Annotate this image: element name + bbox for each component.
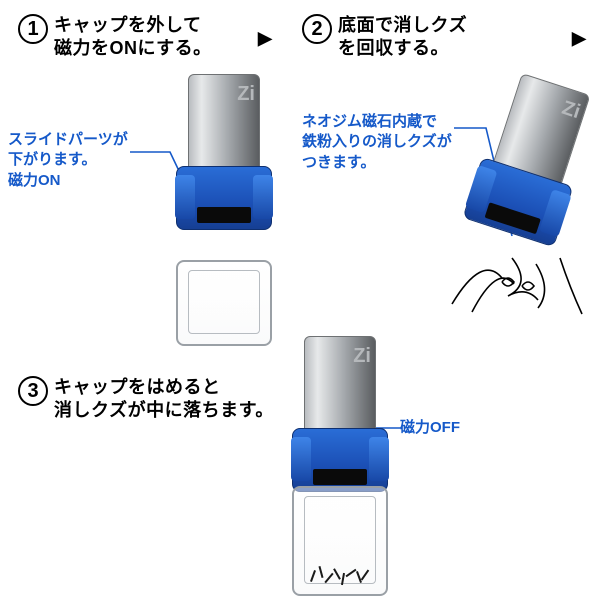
device1-holder <box>176 166 272 230</box>
step1-title-line1: キャップを外して <box>54 14 212 37</box>
step2-badge: 2 <box>302 14 332 44</box>
step2-title: 底面で消しクズ を回収する。 <box>338 14 467 59</box>
device1-cap <box>176 260 272 346</box>
step3-badge: 3 <box>18 376 48 406</box>
step3-title-line2: 消しクズが中に落ちます。 <box>54 399 274 422</box>
step1-callout-line1: スライドパーツが <box>8 130 128 150</box>
brand-zi-3: Zi <box>353 345 371 368</box>
step1-header: 1 キャップを外して 磁力をONにする。 <box>18 14 212 59</box>
step2-title-line2: を回収する。 <box>338 37 467 60</box>
step1-title: キャップを外して 磁力をONにする。 <box>54 14 212 59</box>
step2-header: 2 底面で消しクズ を回収する。 <box>302 14 467 59</box>
arrow-2: ▶ <box>572 28 586 49</box>
collected-shavings <box>308 564 372 588</box>
arrow-1: ▶ <box>258 28 272 49</box>
step2-callout-line3: つきます。 <box>302 153 452 173</box>
device-step3: Zi <box>280 336 400 606</box>
step3-title: キャップをはめると 消しクズが中に落ちます。 <box>54 376 274 421</box>
brand-zi-2: Zi <box>559 97 583 124</box>
device3-holder <box>292 428 388 492</box>
shavings-swirl <box>442 234 592 324</box>
brand-zi: Zi <box>237 83 255 106</box>
step2-callout-line1: ネオジム磁石内蔵で <box>302 112 452 132</box>
step3-callout: 磁力OFF <box>400 418 460 438</box>
device-step1: Zi <box>164 74 284 364</box>
step1-callout-line2: 下がります。 <box>8 150 128 170</box>
step1-title-line2: 磁力をONにする。 <box>54 37 212 60</box>
device1-slot <box>197 207 251 223</box>
device3-slot <box>313 469 367 485</box>
step1-callout: スライドパーツが 下がります。 磁力ON <box>8 130 128 191</box>
step1-callout-line3: 磁力ON <box>8 171 128 191</box>
step3-title-line1: キャップをはめると <box>54 376 274 399</box>
step3-callout-text: 磁力OFF <box>400 419 460 436</box>
step3-header: 3 キャップをはめると 消しクズが中に落ちます。 <box>18 376 274 421</box>
step2-callout-line2: 鉄粉入りの消しクズが <box>302 132 452 152</box>
device2-slot <box>485 202 541 234</box>
step2-title-line1: 底面で消しクズ <box>338 14 467 37</box>
step2-callout: ネオジム磁石内蔵で 鉄粉入りの消しクズが つきます。 <box>302 112 452 173</box>
step1-badge: 1 <box>18 14 48 44</box>
